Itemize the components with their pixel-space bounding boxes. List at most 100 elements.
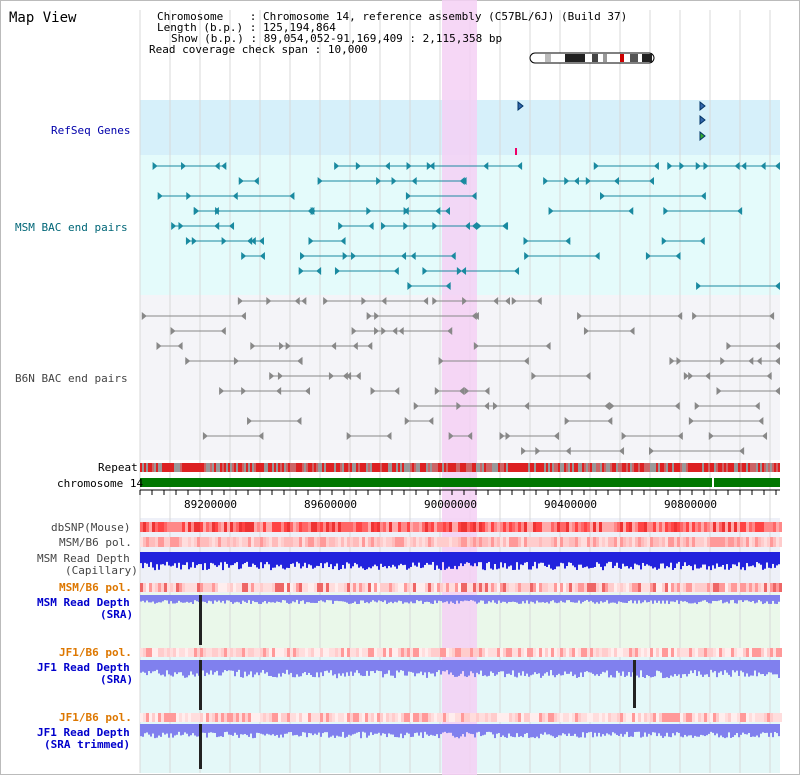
repeat-block — [272, 463, 274, 472]
heat-cell — [341, 713, 344, 722]
heat-cell — [647, 713, 650, 722]
repeat-block — [250, 463, 252, 472]
heat-cell — [740, 648, 743, 657]
bac-end-marker — [404, 417, 410, 425]
depth-bar — [368, 660, 370, 676]
track-label-repeat: Repeat — [98, 461, 138, 474]
heat-cell — [191, 648, 194, 657]
heat-cell — [317, 648, 320, 657]
depth-bar — [538, 724, 540, 739]
heat-cell — [515, 537, 518, 547]
heat-cell — [719, 713, 722, 722]
depth-bar — [336, 552, 338, 564]
repeat-block — [760, 463, 762, 472]
heat-cell — [419, 583, 422, 592]
depth-bar — [440, 552, 442, 571]
depth-bar — [680, 724, 682, 737]
heat-cell — [641, 583, 644, 592]
heat-cell — [437, 522, 440, 532]
depth-bar — [608, 660, 610, 678]
depth-bar — [652, 724, 654, 733]
repeat-block — [754, 463, 756, 472]
heat-cell — [737, 648, 740, 657]
heat-cell — [206, 583, 209, 592]
depth-bar — [576, 595, 578, 603]
depth-bar — [242, 552, 244, 565]
depth-bar — [684, 724, 686, 735]
depth-bar — [540, 724, 542, 734]
repeat-block — [230, 463, 232, 472]
heat-cell — [752, 537, 755, 547]
depth-bar — [272, 552, 274, 568]
depth-bar — [284, 724, 286, 734]
depth-bar — [714, 595, 716, 601]
heat-cell — [461, 522, 464, 532]
depth-bar — [644, 724, 646, 733]
heat-cell — [398, 713, 401, 722]
track-label-b6n-bac[interactable]: B6N BAC end pairs — [15, 372, 128, 385]
region-info: Chromosome : Chromosome 14, reference as… — [149, 10, 628, 56]
heat-cell — [218, 713, 221, 722]
depth-bar — [380, 552, 382, 564]
track-label-refseq[interactable]: RefSeq Genes — [51, 124, 131, 137]
heat-cell — [623, 583, 626, 592]
repeat-block — [236, 463, 238, 472]
heat-cell — [371, 713, 374, 722]
depth-bar — [244, 595, 246, 602]
bac-end-marker — [428, 417, 434, 425]
heat-cell — [197, 713, 200, 722]
repeat-block — [654, 463, 656, 472]
depth-bar — [766, 595, 768, 602]
axis-tick-2: 89600000 — [304, 498, 357, 511]
repeat-block — [262, 463, 264, 472]
repeat-block — [210, 463, 212, 472]
depth-bar — [514, 724, 516, 738]
bac-end-marker — [250, 342, 256, 350]
depth-bar — [236, 595, 238, 602]
axis-tick-4: 90400000 — [544, 498, 597, 511]
depth-bar — [212, 552, 214, 564]
heat-cell — [227, 537, 230, 547]
heat-cell — [356, 537, 359, 547]
depth-bar — [408, 595, 410, 604]
heat-cell — [293, 537, 296, 547]
heat-cell — [572, 648, 575, 657]
heat-cell — [680, 713, 683, 722]
heat-cell — [248, 648, 251, 657]
heat-cell — [425, 713, 428, 722]
depth-bar — [752, 724, 754, 737]
heat-cell — [653, 648, 656, 657]
heat-cell — [431, 537, 434, 547]
repeat-block — [434, 463, 436, 472]
depth-bar — [624, 595, 626, 603]
depth-bar — [204, 724, 206, 733]
heat-cell — [278, 583, 281, 592]
depth-bar — [778, 660, 780, 678]
repeat-block — [490, 463, 492, 472]
heat-cell — [194, 522, 197, 532]
heat-cell — [254, 713, 257, 722]
depth-bar — [598, 660, 600, 676]
repeat-block — [380, 463, 382, 472]
depth-bar — [170, 724, 172, 734]
depth-bar — [648, 595, 650, 603]
bac-end-marker — [316, 267, 322, 275]
depth-bar — [266, 595, 268, 604]
depth-bar — [452, 595, 454, 603]
depth-bar — [338, 552, 340, 571]
depth-bar — [352, 595, 354, 603]
depth-bar — [156, 552, 158, 565]
depth-bar — [546, 660, 548, 673]
depth-bar — [190, 724, 192, 736]
depth-bar — [624, 724, 626, 735]
bac-end-marker — [459, 177, 465, 185]
repeat-block — [320, 463, 322, 472]
heat-cell — [155, 648, 158, 657]
track-label-msm-bac[interactable]: MSM BAC end pairs — [15, 221, 128, 234]
heat-cell — [173, 713, 176, 722]
depth-bar — [666, 595, 668, 601]
depth-bar — [646, 552, 648, 565]
heat-cell — [746, 583, 749, 592]
heat-cell — [200, 648, 203, 657]
